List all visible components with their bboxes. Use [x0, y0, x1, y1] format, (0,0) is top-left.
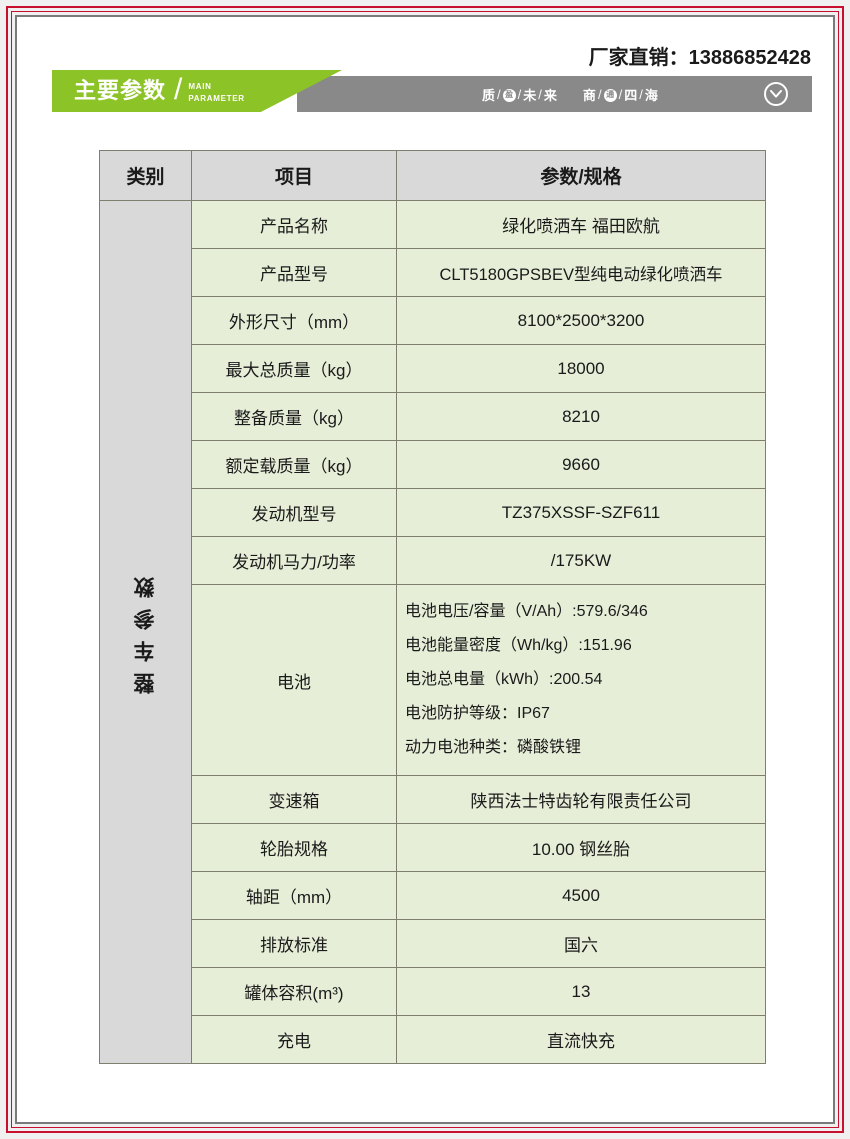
table-row: 轮胎规格 10.00 钢丝胎	[100, 823, 766, 872]
section-title-cn: 主要参数	[74, 78, 167, 103]
item-value: CLT5180GPSBEV型纯电动绿化喷洒车	[396, 248, 766, 297]
slogan-char-8: 海	[644, 87, 658, 103]
page-frame-middle: 厂家直销：13886852428 主要参数 / MAIN PARAMETER 质…	[11, 11, 839, 1128]
battery-spec-line: 电池防护等级：IP67	[405, 705, 550, 722]
slogan-char-6-circled: 通	[603, 88, 617, 102]
category-label: 整车参数	[134, 565, 157, 694]
table-row: 发动机马力/功率 /175KW	[100, 536, 766, 585]
item-value: 13	[396, 967, 766, 1016]
battery-spec-line: 电池能量密度（Wh/kg）:151.96	[405, 637, 632, 654]
slogan-sep-4: /	[597, 86, 602, 102]
item-value: 8100*2500*3200	[396, 296, 766, 345]
item-value: 陕西法士特齿轮有限责任公司	[396, 775, 766, 824]
item-label: 外形尺寸（mm）	[191, 296, 397, 345]
table-row: 变速箱 陕西法士特齿轮有限责任公司	[100, 775, 766, 824]
item-label: 轴距（mm）	[191, 871, 397, 920]
table-row: 最大总质量（kg） 18000	[100, 344, 766, 393]
slogan-char-3: 未	[523, 87, 537, 103]
table-row: 轴距（mm） 4500	[100, 871, 766, 920]
slogan-group-one: 质 / 盈 / 未 / 来	[482, 85, 557, 104]
battery-spec-line: 电池总电量（kWh）:200.54	[405, 671, 603, 688]
section-title-en-line1: MAIN	[188, 82, 212, 92]
item-label: 变速箱	[191, 775, 397, 824]
item-value-battery: 电池电压/容量（V/Ah）:579.6/346 电池能量密度（Wh/kg）:15…	[396, 584, 766, 776]
item-label: 产品型号	[191, 248, 397, 297]
table-row: 额定载质量（kg） 9660	[100, 440, 766, 489]
item-value: 4500	[396, 871, 766, 920]
item-label: 产品名称	[191, 200, 397, 249]
battery-spec-line: 动力电池种类：磷酸铁锂	[405, 739, 582, 756]
item-label: 罐体容积(m³)	[191, 967, 397, 1016]
table-row: 产品型号 CLT5180GPSBEV型纯电动绿化喷洒车	[100, 248, 766, 297]
item-value: TZ375XSSF-SZF611	[396, 488, 766, 537]
table-header-row: 类别 项目 参数/规格	[99, 150, 766, 201]
slogan-sep-3: /	[538, 86, 542, 102]
battery-spec-list: 电池电压/容量（V/Ah）:579.6/346 电池能量密度（Wh/kg）:15…	[405, 595, 765, 765]
section-title-en-line2: PARAMETER	[188, 94, 245, 103]
item-label: 充电	[191, 1015, 397, 1064]
slogan-sep-6: /	[639, 86, 643, 102]
table-row: 整车参数 产品名称 绿化喷洒车 福田欧航	[99, 200, 766, 1064]
spec-table: 类别 项目 参数/规格 整车参数 产品名称 绿化喷洒车 福田欧航 产品型号	[99, 150, 766, 1064]
table-row: 发动机型号 TZ375XSSF-SZF611	[100, 488, 766, 537]
slogan-char-5: 商	[582, 87, 596, 103]
item-value: 直流快充	[396, 1015, 766, 1064]
item-value: 绿化喷洒车 福田欧航	[396, 200, 766, 249]
battery-spec-line: 电池电压/容量（V/Ah）:579.6/346	[405, 603, 648, 620]
table-row: 整备质量（kg） 8210	[100, 392, 766, 441]
slogan-char-2-circled: 盈	[502, 88, 516, 102]
page-content: 厂家直销：13886852428 主要参数 / MAIN PARAMETER 质…	[15, 15, 835, 1124]
page-frame-outer: 厂家直销：13886852428 主要参数 / MAIN PARAMETER 质…	[6, 6, 844, 1133]
item-value: 国六	[396, 919, 766, 968]
item-label: 发动机型号	[191, 488, 397, 537]
chevron-down-icon[interactable]	[764, 82, 788, 106]
item-label: 轮胎规格	[191, 823, 397, 872]
table-row-battery: 电池 电池电压/容量（V/Ah）:579.6/346 电池能量密度（Wh/kg）…	[100, 584, 766, 776]
item-value: 9660	[396, 440, 766, 489]
header-item: 项目	[191, 150, 397, 201]
item-label: 发动机马力/功率	[191, 536, 397, 585]
slogan-group-two: 商 / 通 / 四 / 海	[583, 85, 658, 104]
category-cell-vehicle-params: 整车参数	[99, 200, 192, 1064]
item-label: 整备质量（kg）	[191, 392, 397, 441]
item-label: 排放标准	[191, 919, 397, 968]
header-category: 类别	[99, 150, 192, 201]
slogan-sep-1: /	[497, 86, 501, 102]
spec-table-container: 类别 项目 参数/规格 整车参数 产品名称 绿化喷洒车 福田欧航 产品型号	[99, 150, 766, 1064]
table-row: 充电 直流快充	[100, 1015, 766, 1064]
slogan-char-1: 质	[482, 87, 496, 103]
item-label: 最大总质量（kg）	[191, 344, 397, 393]
section-banner: 主要参数 / MAIN PARAMETER 质 / 盈 / 未 / 来	[52, 70, 812, 112]
item-value: 10.00 钢丝胎	[396, 823, 766, 872]
item-value: 8210	[396, 392, 766, 441]
item-label: 电池	[191, 584, 397, 776]
slogan-sep-5: /	[618, 86, 623, 102]
slogan-char-7: 四	[624, 87, 638, 103]
slogan-text: 质 / 盈 / 未 / 来 商 / 通 / 四 / 海	[482, 76, 658, 112]
banner-divider: /	[174, 73, 183, 106]
table-row: 外形尺寸（mm） 8100*2500*3200	[100, 296, 766, 345]
item-value: /175KW	[396, 536, 766, 585]
item-label: 额定载质量（kg）	[191, 440, 397, 489]
banner-gray-bar	[297, 76, 812, 112]
slogan-char-4: 来	[543, 87, 557, 103]
manufacturer-contact: 厂家直销：13886852428	[588, 47, 811, 69]
section-title-en: MAIN PARAMETER	[188, 77, 244, 104]
header-parameter: 参数/规格	[396, 150, 766, 201]
item-value: 18000	[396, 344, 766, 393]
table-row: 排放标准 国六	[100, 919, 766, 968]
table-row: 罐体容积(m³) 13	[100, 967, 766, 1016]
slogan-sep-2: /	[517, 86, 522, 102]
